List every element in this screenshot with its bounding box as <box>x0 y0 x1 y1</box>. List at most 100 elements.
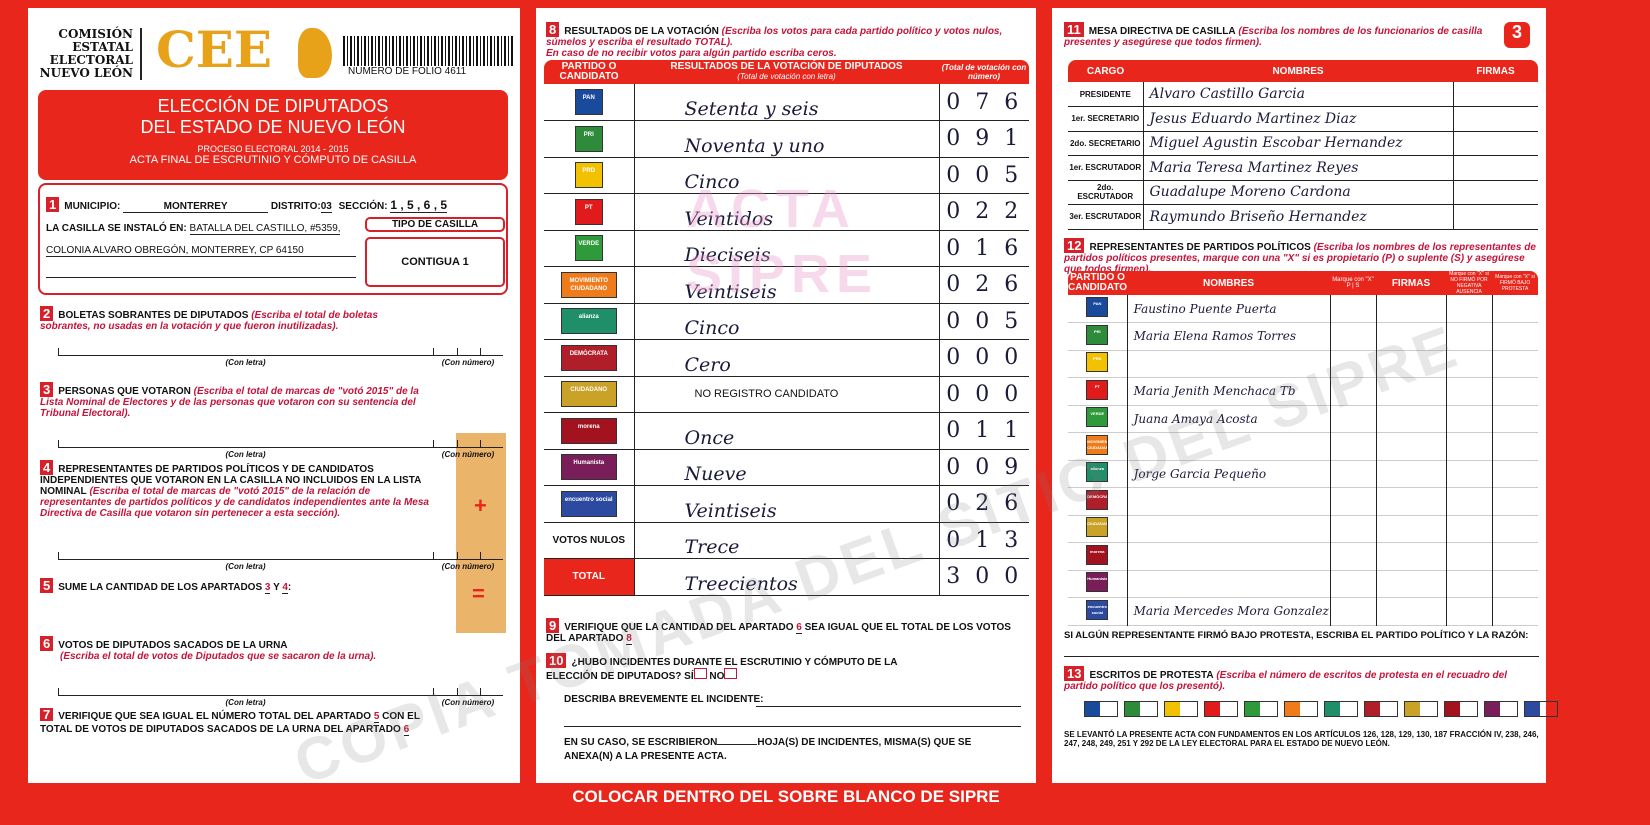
no-firmo-checkbox[interactable] <box>1445 350 1492 378</box>
votes-letra-field[interactable]: Noventa y uno <box>684 134 825 157</box>
votes-numero-field[interactable]: 0 0 5 <box>938 303 1029 340</box>
no-firmo-checkbox[interactable] <box>1445 405 1492 433</box>
representative-name-field[interactable]: Jorge Garcia Pequeño <box>1133 466 1267 481</box>
bajo-protesta-checkbox[interactable] <box>1491 350 1538 378</box>
bajo-protesta-checkbox[interactable] <box>1491 295 1538 323</box>
signature-field[interactable] <box>1375 295 1446 323</box>
signature-field[interactable] <box>1452 155 1538 180</box>
votes-letra-field[interactable]: Veintidos <box>684 207 774 230</box>
bajo-protesta-checkbox[interactable] <box>1491 432 1538 460</box>
protesta-field[interactable] <box>1064 656 1539 657</box>
p-checkbox[interactable] <box>1329 322 1376 350</box>
describe-field-2[interactable] <box>564 726 1021 727</box>
votes-numero-field[interactable]: 3 0 0 <box>938 558 1029 595</box>
signature-field[interactable] <box>1375 487 1446 515</box>
p-checkbox[interactable] <box>1329 570 1376 598</box>
protest-count-box[interactable] <box>1284 701 1318 717</box>
con-numero-field[interactable] <box>433 552 503 560</box>
votes-letra-field[interactable]: Treecientos <box>684 572 798 595</box>
votes-numero-field[interactable]: 0 0 0 <box>938 339 1029 376</box>
representative-name-field[interactable]: Faustino Puente Puerta <box>1133 301 1277 316</box>
official-name-field[interactable]: Alvaro Castillo Garcia <box>1149 86 1305 102</box>
con-letra-field[interactable] <box>58 552 433 560</box>
votes-numero-field[interactable]: 0 0 0 <box>938 376 1029 413</box>
p-checkbox[interactable] <box>1329 432 1376 460</box>
municipio-field[interactable]: MONTERREY <box>123 201 269 213</box>
p-checkbox[interactable] <box>1329 515 1376 543</box>
votes-letra-field[interactable]: Cinco <box>684 317 740 339</box>
signature-field[interactable] <box>1375 377 1446 405</box>
signature-field[interactable] <box>1375 515 1446 543</box>
address-line-2[interactable]: COLONIA ALVARO OBREGÓN, MONTERREY, CP 64… <box>46 245 356 257</box>
con-numero-field[interactable] <box>433 348 503 356</box>
votes-numero-field[interactable]: 0 2 2 <box>938 193 1029 230</box>
bajo-protesta-checkbox[interactable] <box>1491 597 1538 625</box>
signature-field[interactable] <box>1375 405 1446 433</box>
votes-numero-field[interactable]: 0 0 5 <box>938 157 1029 194</box>
representative-name-field[interactable] <box>1127 543 1330 571</box>
signature-field[interactable] <box>1375 542 1446 570</box>
votes-letra-field[interactable]: NO REGISTRO CANDIDATO <box>694 388 839 401</box>
bajo-protesta-checkbox[interactable] <box>1491 570 1538 598</box>
votes-numero-field[interactable]: 0 0 9 <box>938 449 1029 486</box>
address-line-3[interactable] <box>46 277 356 278</box>
representative-name-field[interactable]: Maria Jenith Menchaca Tb <box>1133 384 1296 399</box>
no-firmo-checkbox[interactable] <box>1445 295 1492 323</box>
representative-name-field[interactable]: Juana Amaya Acosta <box>1133 411 1258 426</box>
signature-field[interactable] <box>1375 460 1446 488</box>
p-checkbox[interactable] <box>1329 597 1376 625</box>
protest-count-box[interactable] <box>1404 701 1438 717</box>
official-name-field[interactable]: Raymundo Briseño Hernandez <box>1149 208 1367 225</box>
protest-count-box[interactable] <box>1364 701 1398 717</box>
bajo-protesta-checkbox[interactable] <box>1491 542 1538 570</box>
bajo-protesta-checkbox[interactable] <box>1491 322 1538 350</box>
signature-field[interactable] <box>1452 131 1538 156</box>
protest-count-box[interactable] <box>1084 701 1118 717</box>
signature-field[interactable] <box>1452 204 1538 229</box>
con-letra-field[interactable] <box>58 688 433 696</box>
votes-letra-field[interactable]: Veintiseis <box>684 280 777 303</box>
con-numero-field[interactable] <box>433 688 503 696</box>
si-checkbox[interactable] <box>693 668 707 679</box>
p-checkbox[interactable] <box>1329 542 1376 570</box>
official-name-field[interactable]: Maria Teresa Martinez Reyes <box>1149 159 1359 176</box>
bajo-protesta-checkbox[interactable] <box>1491 487 1538 515</box>
no-firmo-checkbox[interactable] <box>1445 487 1492 515</box>
votes-letra-field[interactable]: Cero <box>684 353 731 376</box>
protest-count-box[interactable] <box>1244 701 1278 717</box>
tipo-casilla-value[interactable]: CONTIGUA 1 <box>365 237 505 287</box>
votes-letra-field[interactable]: Trece <box>684 536 740 558</box>
votes-numero-field[interactable]: 0 7 6 <box>938 84 1029 121</box>
votes-numero-field[interactable]: 0 9 1 <box>938 120 1029 157</box>
signature-field[interactable] <box>1375 570 1446 598</box>
protest-count-box[interactable] <box>1524 701 1558 717</box>
official-name-field[interactable]: Guadalupe Moreno Cardona <box>1149 184 1351 201</box>
p-checkbox[interactable] <box>1329 377 1376 405</box>
no-firmo-checkbox[interactable] <box>1445 460 1492 488</box>
address-line-1[interactable]: BATALLA DEL CASTILLO, #5359, <box>189 223 341 235</box>
representative-name-field[interactable] <box>1127 488 1330 516</box>
official-name-field[interactable]: Jesus Eduardo Martinez Diaz <box>1149 110 1357 127</box>
no-firmo-checkbox[interactable] <box>1445 515 1492 543</box>
p-checkbox[interactable] <box>1329 405 1376 433</box>
distrito-field[interactable]: 03 <box>320 201 332 213</box>
votes-letra-field[interactable]: Once <box>684 426 735 449</box>
representative-name-field[interactable] <box>1127 350 1330 378</box>
protest-count-box[interactable] <box>1444 701 1478 717</box>
no-firmo-checkbox[interactable] <box>1445 542 1492 570</box>
no-firmo-checkbox[interactable] <box>1445 377 1492 405</box>
hojas-field[interactable] <box>717 744 758 745</box>
seccion-field[interactable]: 1 , 5 , 6 , 5 <box>390 198 448 213</box>
no-firmo-checkbox[interactable] <box>1445 570 1492 598</box>
protest-count-box[interactable] <box>1124 701 1158 717</box>
con-letra-field[interactable] <box>58 440 433 448</box>
describe-field[interactable] <box>756 706 1021 707</box>
signature-field[interactable] <box>1375 432 1446 460</box>
votes-letra-field[interactable]: Veintiseis <box>684 499 777 522</box>
signature-field[interactable] <box>1375 322 1446 350</box>
no-firmo-checkbox[interactable] <box>1445 432 1492 460</box>
signature-field[interactable] <box>1375 350 1446 378</box>
representative-name-field[interactable]: Maria Mercedes Mora Gonzalez <box>1133 604 1329 619</box>
signature-field[interactable] <box>1452 180 1538 205</box>
representative-name-field[interactable]: Maria Elena Ramos Torres <box>1133 329 1297 344</box>
